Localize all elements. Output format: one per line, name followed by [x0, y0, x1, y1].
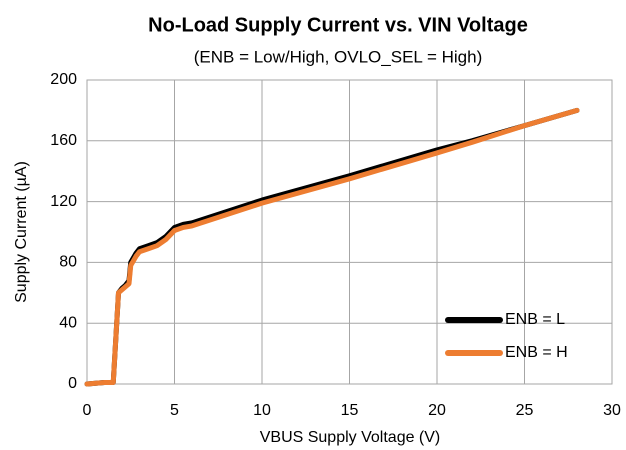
x-tick-label: 20: [428, 402, 446, 419]
y-tick-label: 200: [50, 71, 77, 88]
y-tick-label: 40: [59, 314, 77, 331]
data-line: [84, 107, 580, 387]
x-tick-label: 5: [170, 402, 179, 419]
chart-title: No-Load Supply Current vs. VIN Voltage: [148, 14, 528, 36]
x-axis-label: VBUS Supply Voltage (V): [260, 429, 441, 446]
x-tick-label: 15: [341, 402, 359, 419]
chart-subtitle: (ENB = Low/High, OVLO_SEL = High): [194, 47, 483, 66]
plot-border: [86, 79, 613, 385]
x-tick-label: 10: [253, 402, 271, 419]
y-axis-label: Supply Current (µA): [13, 161, 30, 303]
y-tick-label: 120: [50, 193, 77, 210]
x-tick-label: 25: [516, 402, 534, 419]
x-tick-label: 30: [603, 402, 621, 419]
data-line: [84, 107, 580, 387]
y-tick-label: 160: [50, 132, 77, 149]
legend-label: ENB = H: [505, 344, 568, 361]
y-tick-label: 80: [59, 254, 77, 271]
y-tick-label: 0: [68, 375, 77, 392]
x-tick-label: 0: [83, 402, 92, 419]
legend-label: ENB = L: [505, 311, 565, 328]
